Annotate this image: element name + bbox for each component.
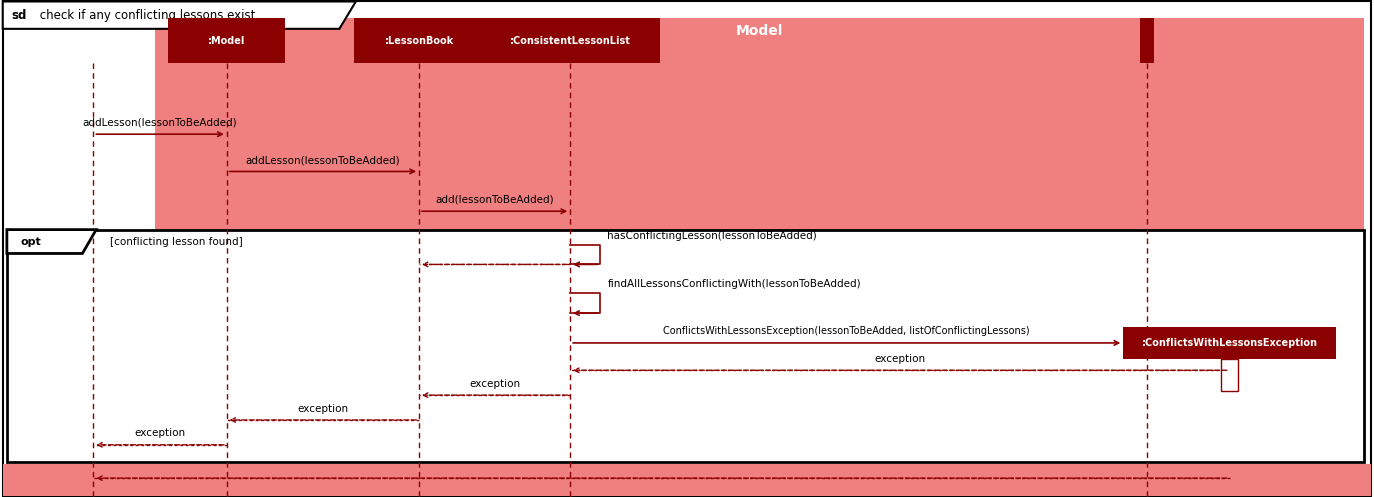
Bar [1221,359,1238,392]
Text: addLesson(lessonToBeAdded): addLesson(lessonToBeAdded) [82,118,238,128]
Text: exception: exception [297,404,349,414]
Text: opt: opt [21,237,41,247]
Bar [1140,18,1154,63]
Text: ConflictsWithLessonsException(lessonToBeAdded, listOfConflictingLessons): ConflictsWithLessonsException(lessonToBe… [664,327,1030,336]
Text: [conflicting lesson found]: [conflicting lesson found] [110,237,243,247]
Bar [155,18,1364,230]
Polygon shape [3,1,356,29]
Text: sd: sd [11,8,26,22]
Bar [3,464,1371,496]
Bar [481,18,660,63]
Text: addLesson(lessonToBeAdded): addLesson(lessonToBeAdded) [246,155,400,165]
Text: add(lessonToBeAdded): add(lessonToBeAdded) [436,195,554,205]
Text: exception: exception [469,379,521,389]
Bar [353,18,484,63]
Bar [1124,327,1336,359]
Text: :ConsistentLessonList: :ConsistentLessonList [510,36,631,46]
Text: exception: exception [874,354,926,364]
Text: exception: exception [135,428,185,438]
Text: findAllLessonsConflictingWith(lessonToBeAdded): findAllLessonsConflictingWith(lessonToBe… [607,279,861,289]
Text: hasConflictingLesson(lessonToBeAdded): hasConflictingLesson(lessonToBeAdded) [607,231,818,241]
Bar [7,230,1364,462]
Text: :LessonBook: :LessonBook [385,36,453,46]
Bar [168,18,286,63]
Polygon shape [7,230,96,253]
Text: :Model: :Model [207,36,246,46]
Text: check if any conflicting lessons exist: check if any conflicting lessons exist [36,8,256,22]
Text: :ConflictsWithLessonsException: :ConflictsWithLessonsException [1142,338,1318,348]
Text: Model: Model [736,24,783,38]
